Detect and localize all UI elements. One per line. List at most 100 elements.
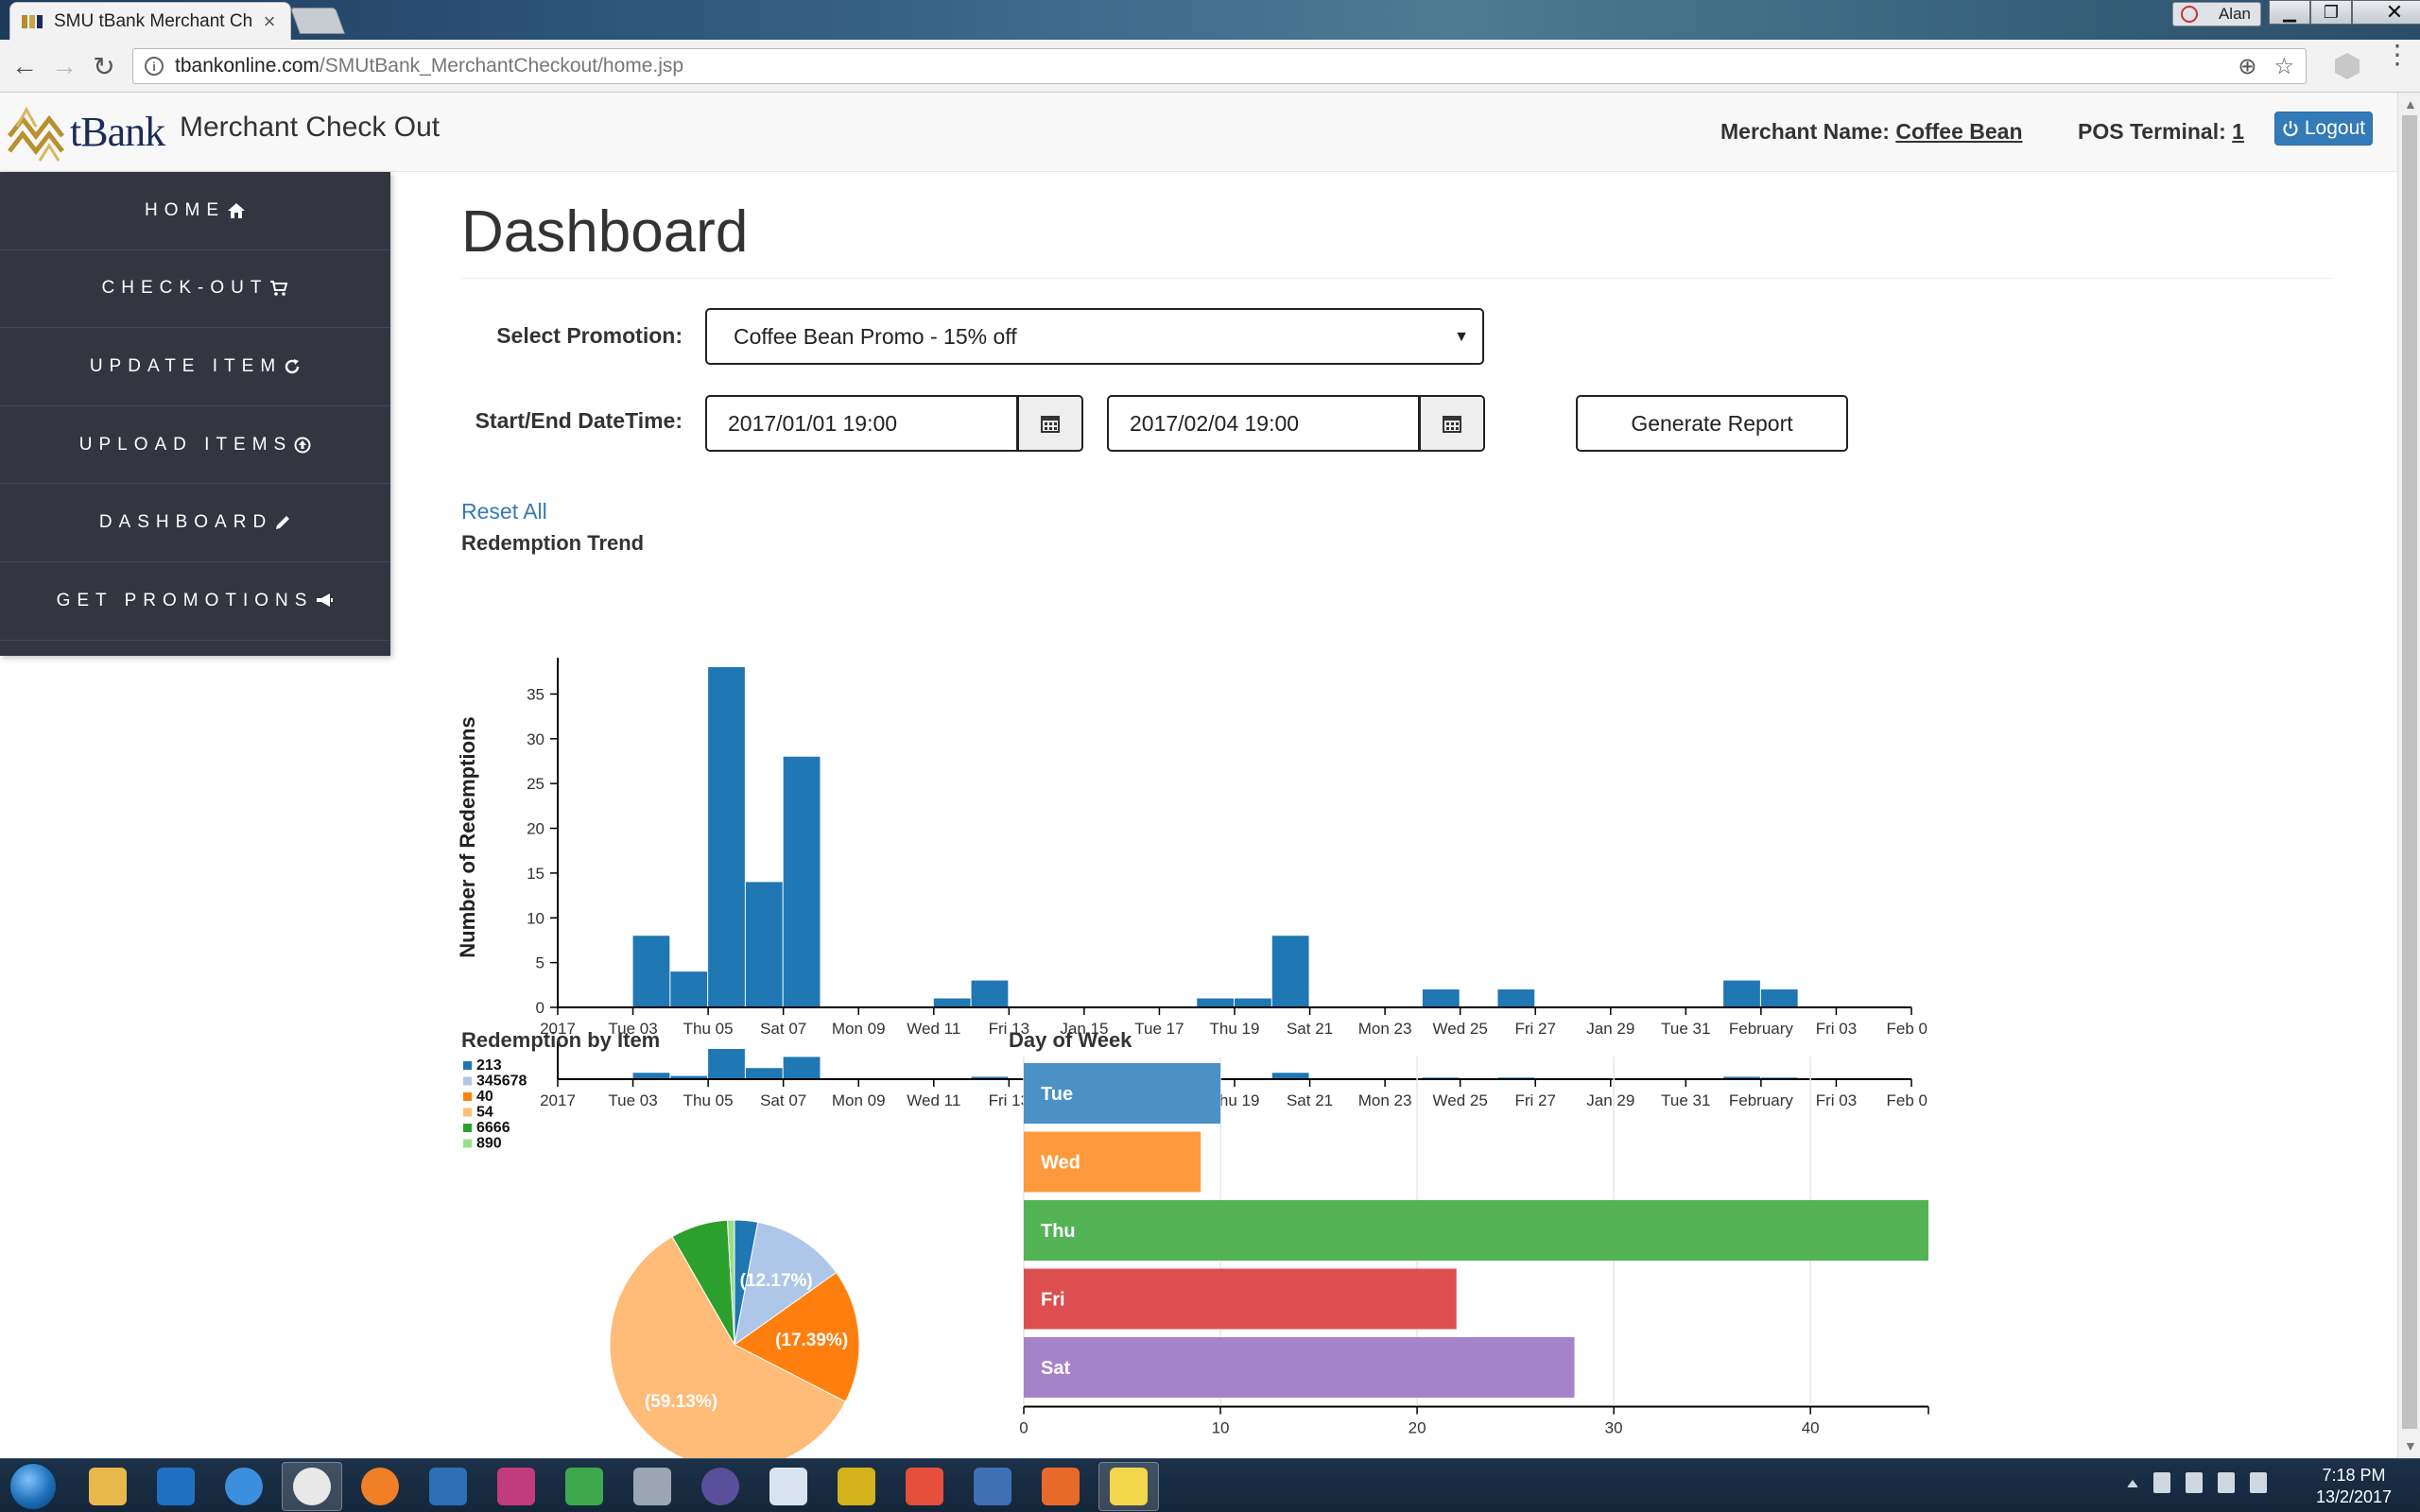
taskbar-sas-button[interactable] bbox=[962, 1462, 1023, 1511]
close-window-button[interactable]: ✕ bbox=[2352, 0, 2420, 25]
dow-bar-label: Thu bbox=[1041, 1221, 1076, 1242]
trend-bar bbox=[971, 980, 1009, 1007]
y-tick-label: 25 bbox=[527, 775, 544, 793]
user-profile-button[interactable]: Alan bbox=[2172, 2, 2261, 26]
sidebar-item-dashboard[interactable]: DASHBOARD bbox=[0, 484, 390, 562]
range-bar bbox=[1271, 1073, 1309, 1079]
scroll-up-icon[interactable]: ▲ bbox=[2404, 96, 2417, 112]
url-host: tbankonline.com bbox=[175, 55, 320, 77]
x-tick-label: Wed 11 bbox=[907, 1020, 960, 1038]
taskbar-mysql-button[interactable] bbox=[486, 1462, 546, 1511]
logout-button[interactable]: Logout bbox=[2274, 112, 2373, 146]
forward-button[interactable]: → bbox=[51, 51, 78, 80]
x-tick-label: Feb 05 bbox=[1887, 1020, 1928, 1038]
upload-icon bbox=[294, 437, 311, 454]
y-tick-label: 20 bbox=[527, 820, 544, 838]
page-scrollbar[interactable]: ▲ ▼ bbox=[2397, 93, 2420, 1458]
taskbar-sourcetree-button[interactable] bbox=[554, 1462, 614, 1511]
merchant-name-link[interactable]: Coffee Bean bbox=[1895, 119, 2023, 144]
start-date-input[interactable]: 2017/01/01 19:00 bbox=[705, 395, 1083, 452]
browser-menu-icon[interactable]: ⋮ bbox=[2384, 40, 2411, 69]
chrome-icon bbox=[293, 1468, 331, 1505]
tray-arrow-icon[interactable] bbox=[2127, 1478, 2138, 1487]
app-title: Merchant Check Out bbox=[180, 112, 441, 143]
address-bar[interactable]: i tbankonline.com/SMUtBank_MerchantCheck… bbox=[132, 48, 2307, 84]
range-x-tick-label: Mon 09 bbox=[832, 1091, 886, 1109]
flag-icon[interactable] bbox=[2153, 1472, 2170, 1493]
x-tick-label: 40 bbox=[1802, 1419, 1820, 1437]
dow-bar bbox=[1024, 1063, 1221, 1124]
x-tick-label: Tue 17 bbox=[1134, 1020, 1184, 1038]
taskbar-ie-button[interactable] bbox=[214, 1462, 274, 1511]
user-icon bbox=[2181, 6, 2198, 23]
pie-slice bbox=[734, 1271, 860, 1403]
taskbar-explorer-button[interactable] bbox=[78, 1462, 138, 1511]
trend-bar bbox=[783, 756, 821, 1007]
reset-all-link[interactable]: Reset All bbox=[461, 499, 547, 524]
range-x-tick-label: Wed 11 bbox=[907, 1091, 960, 1109]
end-calendar-button[interactable] bbox=[1421, 397, 1483, 450]
battery-icon[interactable] bbox=[2218, 1472, 2235, 1493]
network-icon[interactable] bbox=[2186, 1472, 2203, 1493]
scroll-down-icon[interactable]: ▼ bbox=[2404, 1438, 2417, 1453]
pos-terminal-link[interactable]: 1 bbox=[2232, 119, 2244, 144]
sidebar-item-update-item[interactable]: UPDATE ITEM bbox=[0, 328, 390, 406]
range-x-tick-label: Fri 03 bbox=[1816, 1091, 1857, 1109]
taskbar-outlook-button[interactable] bbox=[146, 1462, 206, 1511]
taskbar-apps-button[interactable] bbox=[894, 1462, 955, 1511]
info-icon[interactable]: i bbox=[145, 57, 164, 76]
back-button[interactable]: ← bbox=[11, 51, 38, 80]
taskbar-box-button[interactable] bbox=[758, 1462, 819, 1511]
minimize-button[interactable]: ▁ bbox=[2269, 0, 2310, 25]
taskbar-clock[interactable]: 7:18 PM 13/2/2017 bbox=[2297, 1465, 2411, 1508]
zoom-icon[interactable]: ⊕ bbox=[2238, 54, 2257, 79]
legend-label: 40 bbox=[476, 1089, 493, 1105]
sidebar-item-label: GET PROMOTIONS bbox=[56, 590, 314, 610]
y-tick-label: 35 bbox=[527, 685, 544, 703]
start-date-value: 2017/01/01 19:00 bbox=[707, 397, 1019, 450]
sidebar-item-home[interactable]: HOME bbox=[0, 172, 390, 250]
reload-button[interactable]: ↻ bbox=[93, 51, 115, 81]
windows-taskbar: 7:18 PM 13/2/2017 bbox=[0, 1458, 2420, 1512]
legend-swatch bbox=[463, 1061, 472, 1070]
browser-icon bbox=[1042, 1468, 1080, 1505]
extension-icon[interactable] bbox=[2335, 53, 2360, 79]
start-button[interactable] bbox=[9, 1463, 57, 1510]
tab-close-icon[interactable]: × bbox=[263, 9, 276, 33]
logo-text: tBank bbox=[70, 109, 165, 155]
sidebar-item-label: DASHBOARD bbox=[98, 512, 273, 533]
sticky-notes-icon bbox=[1110, 1468, 1148, 1505]
x-tick-label: 10 bbox=[1212, 1419, 1230, 1437]
item-chart-title: Redemption by Item bbox=[461, 1028, 661, 1052]
tbank-logo[interactable]: tBank bbox=[4, 98, 170, 164]
end-date-input[interactable]: 2017/02/04 19:00 bbox=[1107, 395, 1485, 452]
new-tab-button[interactable] bbox=[289, 8, 346, 34]
home-icon bbox=[228, 202, 245, 218]
browser-tab[interactable]: SMU tBank Merchant Ch × bbox=[9, 2, 291, 40]
legend-label: 54 bbox=[476, 1105, 493, 1121]
taskbar-eclipse-button[interactable] bbox=[690, 1462, 751, 1511]
taskbar-firefox-button[interactable] bbox=[350, 1462, 410, 1511]
x-tick-label: 0 bbox=[1019, 1419, 1028, 1437]
scroll-thumb[interactable] bbox=[2402, 115, 2417, 1429]
sidebar-item-checkout[interactable]: CHECK-OUT bbox=[0, 250, 390, 329]
taskbar-browser-button[interactable] bbox=[1030, 1462, 1091, 1511]
taskbar-chrome-button[interactable] bbox=[282, 1462, 342, 1511]
promotion-select[interactable]: Coffee Bean Promo - 15% off ▼ bbox=[705, 308, 1484, 365]
legend-swatch bbox=[463, 1076, 472, 1086]
sidebar-item-get-promotions[interactable]: GET PROMOTIONS bbox=[0, 562, 390, 641]
taskbar-vscode-button[interactable] bbox=[418, 1462, 478, 1511]
start-calendar-button[interactable] bbox=[1019, 397, 1081, 450]
generate-report-button[interactable]: Generate Report bbox=[1576, 395, 1848, 452]
chevron-down-icon: ▼ bbox=[1454, 329, 1469, 345]
x-tick-label: Jan 15 bbox=[1060, 1020, 1108, 1038]
volume-icon[interactable] bbox=[2250, 1472, 2267, 1493]
taskbar-settings-button[interactable] bbox=[622, 1462, 683, 1511]
legend-label: 6666 bbox=[476, 1120, 510, 1136]
sidebar-item-upload-items[interactable]: UPLOAD ITEMS bbox=[0, 406, 390, 485]
restore-button[interactable]: ❐ bbox=[2310, 0, 2352, 25]
bookmark-star-icon[interactable]: ☆ bbox=[2273, 54, 2294, 79]
taskbar-sticky-notes-button[interactable] bbox=[1098, 1462, 1159, 1511]
taskbar-lock-button[interactable] bbox=[826, 1462, 887, 1511]
y-tick-label: 10 bbox=[527, 909, 544, 927]
